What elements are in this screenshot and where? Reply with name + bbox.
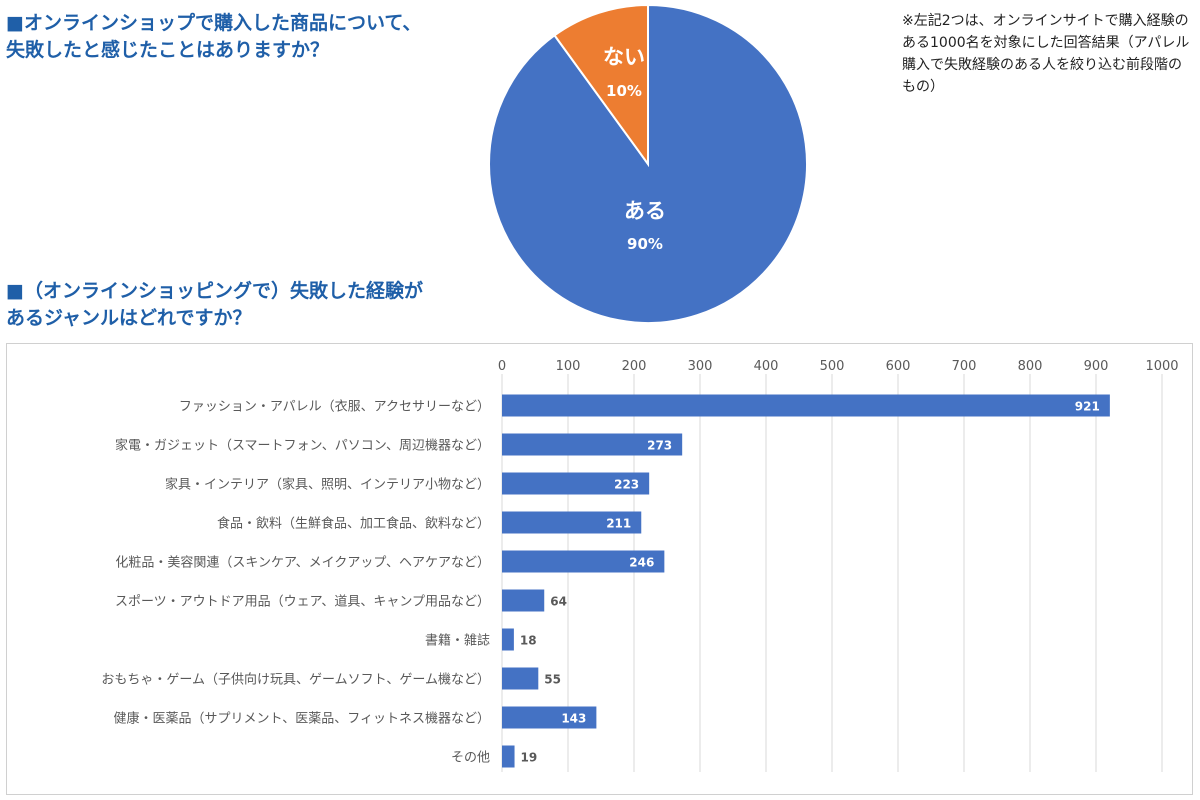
bar-value-label: 18 xyxy=(520,634,537,648)
bar xyxy=(502,706,597,729)
category-label: その他 xyxy=(451,751,490,766)
category-label: ファッション・アパレル（衣服、アクセサリーなど） xyxy=(179,399,490,415)
x-tick-label: 600 xyxy=(886,359,911,374)
x-tick-label: 200 xyxy=(622,359,647,374)
bar xyxy=(502,589,545,612)
x-tick-label: 900 xyxy=(1084,359,1109,374)
pie-value-aru: 90% xyxy=(627,235,663,253)
bar-value-label: 921 xyxy=(1075,400,1100,414)
pie-label-nai: ない xyxy=(603,45,645,69)
pie-chart: ある 90% ない 10% xyxy=(488,3,808,324)
pie-label-aru: ある xyxy=(624,199,666,223)
x-tick-label: 300 xyxy=(688,359,713,374)
category-label: 家具・インテリア（家具、照明、インテリア小物など） xyxy=(165,477,490,493)
bar xyxy=(502,511,642,534)
x-tick-label: 0 xyxy=(498,359,506,374)
category-label: 家電・ガジェット（スマートフォン、パソコン、周辺機器など） xyxy=(115,438,490,454)
x-tick-label: 400 xyxy=(754,359,779,374)
pie-value-nai: 10% xyxy=(606,82,642,100)
pie-slice-nai xyxy=(553,3,649,168)
bar xyxy=(502,745,515,768)
category-label: 食品・飲料（生鮮食品、加工食品、飲料など） xyxy=(217,516,490,532)
bar-value-label: 143 xyxy=(561,712,586,726)
bar xyxy=(502,628,514,651)
category-label: 書籍・雑誌 xyxy=(425,633,490,649)
category-label: 健康・医薬品（サプリメント、医薬品、フィットネス機器など） xyxy=(114,711,490,727)
category-label: おもちゃ・ゲーム（子供向け玩具、ゲームソフト、ゲーム機など） xyxy=(101,672,490,688)
category-label: 化粧品・美容関連（スキンケア、メイクアップ、ヘアケアなど） xyxy=(115,555,490,571)
bar-value-label: 211 xyxy=(606,517,631,531)
category-label: スポーツ・アウトドア用品（ウェア、道具、キャンプ用品など） xyxy=(115,595,490,610)
pie-question-title: ■オンラインショップで購入した商品について、 失敗したと感じたことはありますか？ xyxy=(6,12,422,61)
bar-chart: 0 100 200 300 400 500 600 700 800 900 1000 ファッション・ア… xyxy=(101,359,1179,772)
x-tick-label: 1000 xyxy=(1145,359,1178,374)
bar xyxy=(502,667,539,690)
bar-chart-frame: 0 100 200 300 400 500 600 700 800 900 1000 ファッション・ア… xyxy=(6,343,1193,795)
bar-value-label: 223 xyxy=(614,478,639,492)
bar-value-label: 55 xyxy=(544,673,561,687)
bar-value-label: 246 xyxy=(629,556,654,570)
bar xyxy=(502,394,1110,417)
x-tick-label: 500 xyxy=(820,359,845,374)
bar-value-label: 19 xyxy=(521,751,538,765)
bar-value-label: 273 xyxy=(647,439,672,453)
bar-value-label: 64 xyxy=(550,595,567,609)
bar xyxy=(502,550,665,573)
x-tick-label: 700 xyxy=(952,359,977,374)
bar xyxy=(502,472,650,495)
x-tick-label: 800 xyxy=(1018,359,1043,374)
bar-question-title: ■（オンラインショッピングで）失敗した経験が あるジャンルはどれですか？ xyxy=(6,280,423,329)
survey-note: ※左記2つは、オンラインサイトで購入経験のある1000名を対象にした回答結果（ア… xyxy=(902,13,1190,95)
x-tick-label: 100 xyxy=(556,359,581,374)
bar xyxy=(502,433,683,456)
